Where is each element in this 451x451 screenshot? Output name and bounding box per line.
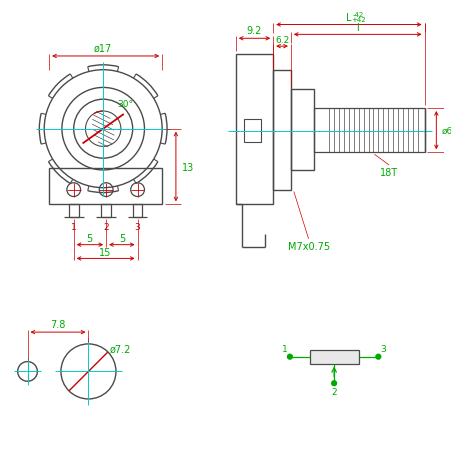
Text: 2: 2 bbox=[331, 387, 336, 396]
Bar bbox=[290, 90, 314, 170]
Circle shape bbox=[287, 354, 292, 359]
Text: 5: 5 bbox=[119, 233, 125, 243]
Text: l: l bbox=[355, 23, 358, 33]
Bar bbox=[314, 109, 423, 153]
Bar bbox=[243, 120, 261, 143]
Text: +42: +42 bbox=[350, 17, 365, 23]
Bar bbox=[69, 205, 78, 218]
Text: 3: 3 bbox=[380, 345, 385, 354]
Bar bbox=[309, 350, 358, 364]
Bar bbox=[133, 205, 142, 218]
Text: 30°: 30° bbox=[116, 99, 133, 108]
Bar bbox=[272, 70, 290, 190]
Circle shape bbox=[331, 381, 336, 386]
Text: -42: -42 bbox=[352, 12, 364, 18]
Text: ø7.2: ø7.2 bbox=[109, 344, 130, 354]
Text: 1: 1 bbox=[71, 223, 76, 232]
Text: 9.2: 9.2 bbox=[246, 26, 262, 37]
Text: 15: 15 bbox=[99, 247, 111, 257]
Text: M7x0.75: M7x0.75 bbox=[287, 241, 329, 251]
Text: 6.2: 6.2 bbox=[274, 36, 289, 45]
Text: 1: 1 bbox=[281, 345, 287, 354]
Bar bbox=[101, 205, 111, 218]
Text: 2: 2 bbox=[103, 223, 109, 232]
Text: 13: 13 bbox=[181, 162, 193, 172]
Text: L: L bbox=[345, 13, 351, 23]
Text: 5: 5 bbox=[86, 233, 92, 243]
Bar bbox=[49, 169, 162, 205]
Text: 18T: 18T bbox=[379, 168, 397, 178]
Text: 7.8: 7.8 bbox=[50, 320, 65, 330]
Bar bbox=[235, 55, 272, 205]
Text: 3: 3 bbox=[134, 223, 140, 232]
Text: ø6: ø6 bbox=[440, 126, 451, 135]
Circle shape bbox=[375, 354, 380, 359]
Text: ø17: ø17 bbox=[94, 44, 112, 54]
